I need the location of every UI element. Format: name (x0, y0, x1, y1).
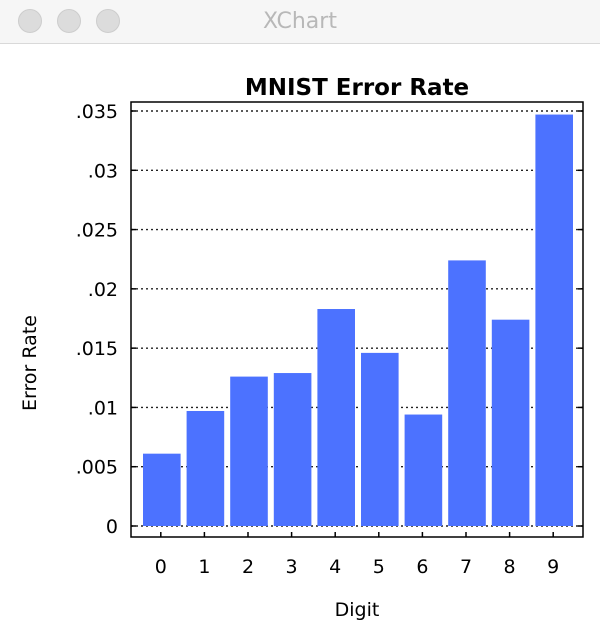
x-tick-label: 9 (547, 556, 559, 578)
plot-frame (130, 101, 584, 538)
x-tick-label: 6 (416, 556, 428, 578)
x-axis-label: Digit (335, 599, 380, 621)
minimize-window-button[interactable] (57, 9, 81, 33)
x-tick-label: 3 (286, 556, 298, 578)
x-tick-label: 5 (373, 556, 385, 578)
bar-digit-2 (230, 376, 268, 526)
y-tick-label: .035 (76, 101, 118, 123)
y-tick-label: .005 (76, 457, 118, 479)
x-tick-label: 2 (242, 556, 254, 578)
x-tick-label: 1 (198, 556, 210, 578)
chart-title: MNIST Error Rate (245, 75, 469, 101)
x-tick-label: 8 (504, 556, 516, 578)
y-axis-ticks: 0 .005 .01 .015 .02 .025 .03 .035 (76, 101, 583, 538)
y-tick-label: 0 (106, 516, 118, 538)
x-tick-label: 4 (329, 556, 341, 578)
window-title: XChart (263, 9, 337, 34)
y-tick-label: .015 (76, 338, 118, 360)
chart-area: MNIST Error Rate Error Rate Digit 0 .005.… (0, 44, 600, 644)
zoom-window-button[interactable] (96, 9, 120, 33)
y-axis-label: Error Rate (19, 315, 41, 411)
bar-digit-0 (143, 453, 181, 526)
y-tick-label: .03 (88, 160, 118, 182)
x-axis-ticks: 0 1 2 3 4 5 6 7 8 9 (155, 532, 559, 578)
y-tick-label: .02 (88, 279, 118, 301)
x-tick-label: 0 (155, 556, 167, 578)
bar-chart: MNIST Error Rate Error Rate Digit 0 .005.… (19, 75, 584, 621)
bar-digit-7 (448, 260, 486, 526)
bar-digit-8 (491, 319, 530, 526)
bar-digit-9 (535, 114, 573, 527)
y-tick-label: .025 (76, 220, 118, 242)
window-titlebar: XChart (0, 0, 600, 44)
close-window-button[interactable] (18, 9, 42, 33)
bar-digit-1 (186, 410, 225, 526)
bar-digit-5 (361, 352, 399, 526)
bar-digit-3 (273, 373, 312, 526)
x-tick-label: 7 (460, 556, 472, 578)
bar-digit-6 (404, 414, 443, 526)
bar-digit-4 (317, 309, 355, 526)
bars (143, 114, 573, 527)
y-tick-label: .01 (88, 397, 118, 419)
